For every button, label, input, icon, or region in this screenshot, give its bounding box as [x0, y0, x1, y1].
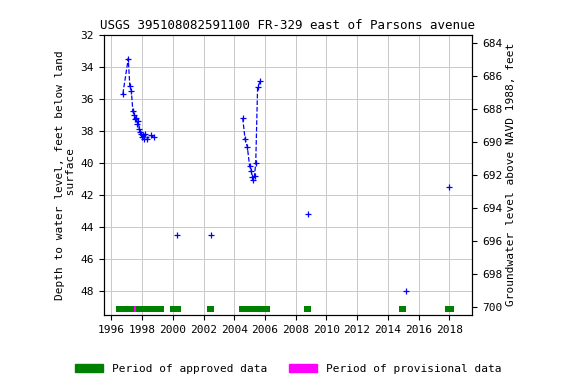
Title: USGS 395108082591100 FR-329 east of Parsons avenue: USGS 395108082591100 FR-329 east of Pars…	[100, 19, 476, 32]
Bar	[137, 306, 164, 312]
Legend: Period of approved data, Period of provisional data: Period of approved data, Period of provi…	[70, 359, 506, 379]
Bar	[170, 306, 181, 312]
Bar	[116, 306, 134, 312]
Bar	[207, 306, 214, 312]
Bar	[304, 306, 311, 312]
Y-axis label: Depth to water level, feet below land
 surface: Depth to water level, feet below land su…	[55, 50, 76, 300]
Bar	[134, 306, 137, 312]
Y-axis label: Groundwater level above NAVD 1988, feet: Groundwater level above NAVD 1988, feet	[506, 43, 517, 306]
Bar	[445, 306, 454, 312]
Bar	[239, 306, 270, 312]
Bar	[399, 306, 406, 312]
